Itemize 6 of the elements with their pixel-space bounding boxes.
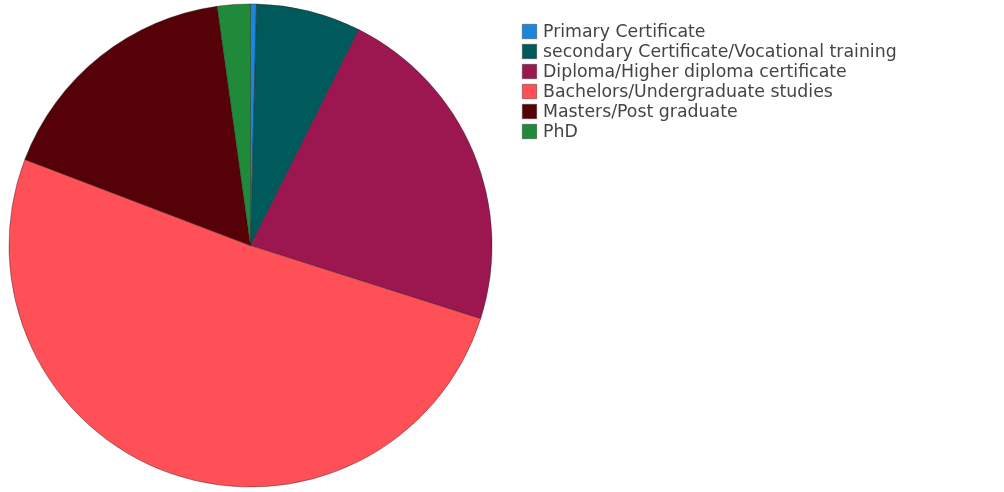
legend-label: Masters/Post graduate <box>543 101 738 121</box>
legend-label: Bachelors/Undergraduate studies <box>543 81 833 101</box>
legend-label: secondary Certificate/Vocational training <box>543 41 897 61</box>
legend-label: Diploma/Higher diploma certificate <box>543 61 847 81</box>
legend-label: PhD <box>543 121 578 141</box>
legend-label: Primary Certificate <box>543 21 706 41</box>
